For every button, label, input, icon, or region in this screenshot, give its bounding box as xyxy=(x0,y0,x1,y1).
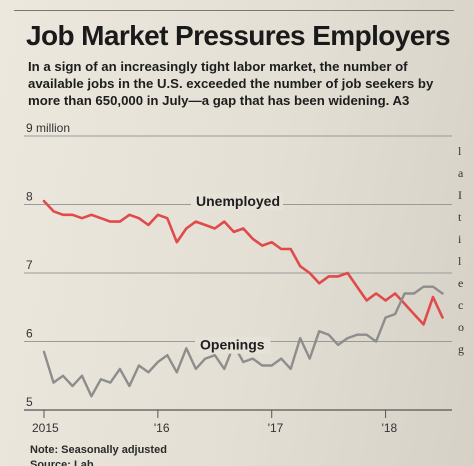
y-tick-label: 7 xyxy=(26,258,33,272)
x-tick-label: '16 xyxy=(154,421,170,435)
side-letter: l xyxy=(458,144,462,158)
side-letter: e xyxy=(458,276,464,290)
side-letter: o xyxy=(458,320,464,334)
side-letter: l xyxy=(458,254,462,268)
line-chart: 9 million 8 7 6 5 2015 '16 '17 '18 Unemployed Open… xyxy=(24,121,452,435)
series-line-openings xyxy=(42,285,444,398)
chart-source-cutoff: Source: Lab xyxy=(30,459,94,466)
x-tick-label: 2015 xyxy=(32,421,59,435)
side-letter: t xyxy=(458,210,462,224)
x-tick-label: '17 xyxy=(268,421,284,435)
y-tick-label: 5 xyxy=(26,395,33,409)
side-letter: a xyxy=(458,166,464,180)
annotation-background xyxy=(191,192,283,210)
annotation-background xyxy=(195,336,271,354)
chart-headline: Job Market Pressures Employers xyxy=(26,20,451,51)
x-tick-label: '18 xyxy=(382,421,398,435)
y-tick-label: 8 xyxy=(26,190,33,204)
chart-dek: In a sign of an increasingly tight labor… xyxy=(28,59,434,108)
side-letter: i xyxy=(458,232,462,246)
side-letter: c xyxy=(458,298,464,312)
y-tick-label: 6 xyxy=(26,327,33,341)
side-letter: I xyxy=(458,188,462,202)
top-rule xyxy=(14,10,454,11)
annotation-openings: Openings xyxy=(200,337,265,353)
chart-note: Note: Seasonally adjusted xyxy=(30,444,167,456)
y-tick-label: 9 million xyxy=(26,121,70,135)
annotation-unemployed: Unemployed xyxy=(196,193,280,209)
series-line-unemployed xyxy=(42,199,444,326)
side-letter: g xyxy=(458,342,464,356)
